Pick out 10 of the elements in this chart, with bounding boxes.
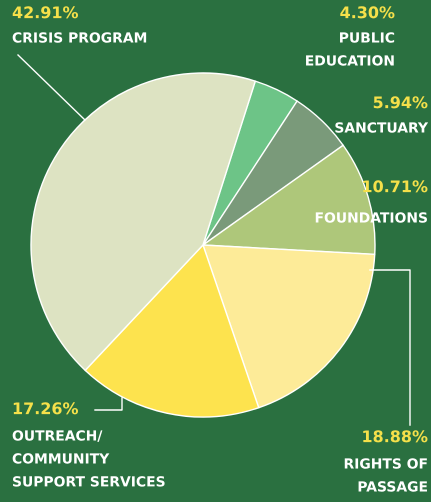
- data-label: 17.26%: [14, 402, 78, 414]
- slice-label: OUTREACH/ COMMUNITY SUPPORT SERVICES: [12, 430, 165, 487]
- slice-label: RIGHTS OF PASSAGE: [344, 458, 427, 492]
- slice-label: SANCTUARY: [335, 122, 428, 133]
- slice-label: PUBLIC EDUCATION: [306, 32, 394, 66]
- data-label: 42.91%: [12, 6, 78, 18]
- slice-label: CRISIS PROGRAM: [12, 32, 146, 43]
- data-label: 5.94%: [374, 96, 428, 108]
- data-label: 4.30%: [340, 6, 394, 18]
- data-label: 18.88%: [363, 430, 428, 442]
